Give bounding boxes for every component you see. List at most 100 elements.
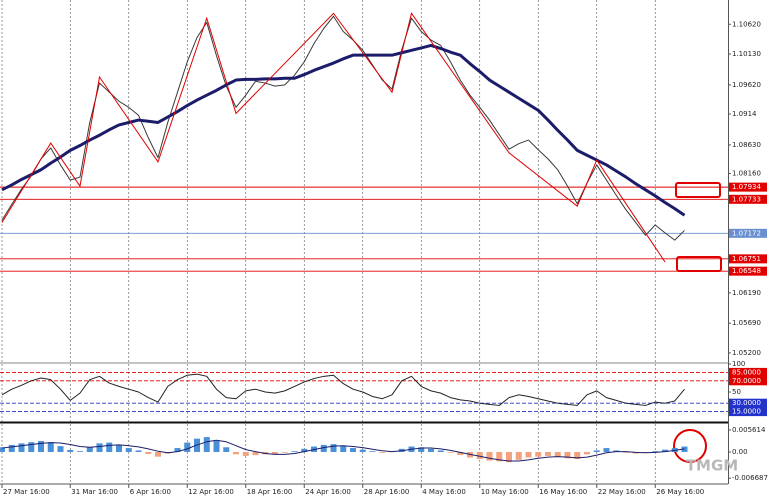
x-tick-label: 18 Apr 16:00 (247, 488, 293, 496)
histogram-bar (242, 451, 249, 456)
histogram-bar (515, 451, 522, 460)
x-tick-label: 31 Mar 16:00 (71, 488, 118, 496)
y-tick-label: 50 (732, 388, 741, 396)
histogram-bar (593, 450, 600, 452)
level-label-bg (729, 367, 767, 377)
histogram-bar (145, 451, 152, 454)
histogram-bar (291, 451, 298, 452)
annotation-box (675, 182, 721, 198)
histogram-bar (359, 449, 366, 452)
histogram-bar (116, 444, 122, 452)
histogram-bar (525, 451, 532, 458)
x-tick-label: 12 Apr 16:00 (188, 488, 234, 496)
x-tick-label: 28 Apr 16:00 (364, 488, 410, 496)
y-tick-label: 1.09620 (732, 81, 761, 89)
histogram-bar (47, 442, 54, 452)
histogram-bar (174, 448, 181, 452)
histogram-bar (564, 451, 571, 459)
histogram-bar (18, 443, 25, 452)
histogram-bar (340, 446, 347, 452)
y-tick-label: 1.08160 (732, 169, 761, 177)
level-label: 85.0000 (732, 368, 761, 376)
histogram-bar (0, 447, 5, 452)
x-tick-label: 27 Mar 16:00 (3, 488, 50, 496)
y-tick-label: 1.05200 (732, 349, 761, 357)
histogram-bar (350, 448, 356, 452)
histogram-bar (554, 451, 561, 457)
x-tick-label: 24 Apr 16:00 (305, 488, 351, 496)
series-line (1, 439, 685, 462)
y-tick-label: 1.10620 (732, 20, 761, 28)
histogram-bar (67, 450, 74, 452)
series-line (1, 15, 685, 241)
series-line (1, 43, 686, 217)
histogram-bar (574, 451, 581, 460)
y-tick-label: 1.0914 (732, 110, 757, 118)
histogram-bar (506, 451, 512, 463)
histogram-bar (476, 451, 483, 460)
histogram-bar (535, 451, 542, 457)
histogram-bar (652, 451, 659, 452)
histogram-bar (106, 442, 113, 452)
histogram-bar (125, 448, 132, 452)
histogram-bar (486, 451, 493, 461)
histogram-bar (320, 444, 327, 452)
y-tick-label: 1.08630 (732, 141, 761, 149)
histogram-bar (281, 451, 288, 453)
histogram-bar (447, 451, 454, 453)
series-line (1, 373, 685, 406)
level-label: 1.06548 (732, 267, 761, 275)
histogram-bar (252, 451, 259, 456)
level-label: 1.07733 (732, 195, 761, 203)
level-label-bg (729, 398, 767, 408)
zigzag-line (1, 12, 666, 263)
x-tick-label: 10 May 16:00 (481, 488, 529, 496)
histogram-bar (457, 451, 464, 456)
histogram-bar (584, 451, 590, 455)
histogram-bar (38, 441, 44, 452)
histogram-bar (28, 442, 35, 452)
histogram-bar (77, 451, 83, 452)
level-label: 1.07172 (732, 229, 761, 237)
level-label-bg (729, 228, 767, 238)
histogram-bar (96, 443, 103, 452)
histogram-bar (233, 451, 239, 455)
y-tick-label: 1.05690 (732, 319, 761, 327)
histogram-bar (86, 447, 93, 452)
y-tick-label: 0.00 (732, 448, 748, 456)
x-tick-label: 26 May 16:00 (656, 488, 704, 496)
y-tick-label: -0.006687 (732, 474, 768, 482)
annotation-circle (673, 429, 707, 463)
histogram-bar (213, 441, 220, 452)
y-tick-label: 1.06190 (732, 289, 761, 297)
x-tick-label: 6 Apr 16:00 (130, 488, 171, 496)
histogram-bar (135, 450, 142, 452)
level-label-bg (729, 266, 767, 276)
x-tick-label: 22 May 16:00 (598, 488, 646, 496)
histogram-bar (155, 451, 161, 457)
x-tick-label: 16 May 16:00 (539, 488, 587, 496)
histogram-bar (623, 451, 629, 453)
histogram-bar (184, 442, 191, 452)
histogram-bar (437, 450, 444, 452)
level-label: 15.0000 (732, 408, 761, 416)
histogram-bar (272, 451, 278, 454)
level-label: 30.0000 (732, 399, 761, 407)
level-label: 1.06751 (732, 255, 761, 263)
histogram-bar (8, 444, 15, 452)
histogram-bar (545, 451, 551, 456)
histogram-bar (369, 451, 376, 452)
histogram-bar (603, 448, 610, 452)
y-tick-label: 100 (732, 360, 745, 368)
level-label-bg (729, 376, 767, 386)
x-tick-label: 4 May 16:00 (422, 488, 466, 496)
level-label-bg (729, 254, 767, 264)
level-label-bg (729, 194, 767, 204)
histogram-bar (301, 448, 308, 452)
level-label-bg (729, 182, 767, 192)
level-label: 1.07934 (732, 183, 761, 191)
y-tick-label: 0.005614 (732, 426, 766, 434)
